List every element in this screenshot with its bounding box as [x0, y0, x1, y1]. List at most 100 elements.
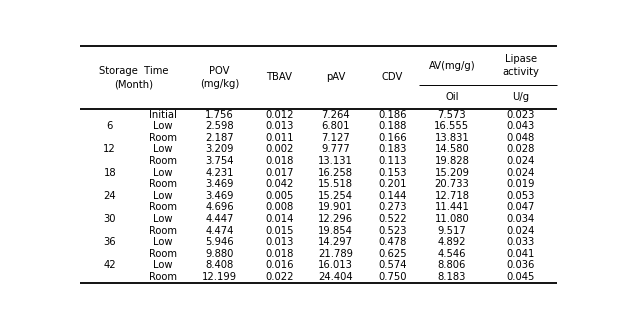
Text: 0.522: 0.522 [378, 214, 407, 224]
Text: 0.013: 0.013 [265, 237, 293, 247]
Text: 9.880: 9.880 [205, 249, 234, 259]
Text: Room: Room [149, 179, 177, 189]
Text: 0.201: 0.201 [378, 179, 407, 189]
Text: 0.019: 0.019 [507, 179, 535, 189]
Text: pAV: pAV [326, 72, 345, 82]
Text: 0.045: 0.045 [507, 272, 535, 282]
Text: Room: Room [149, 133, 177, 143]
Text: 12.296: 12.296 [318, 214, 353, 224]
Text: 7.264: 7.264 [321, 109, 350, 120]
Text: 0.018: 0.018 [265, 156, 293, 166]
Text: 14.297: 14.297 [318, 237, 353, 247]
Text: 12: 12 [104, 145, 116, 155]
Text: 30: 30 [104, 214, 116, 224]
Text: 0.016: 0.016 [265, 260, 293, 270]
Text: 0.042: 0.042 [265, 179, 293, 189]
Text: CDV: CDV [381, 72, 403, 82]
Text: 4.892: 4.892 [438, 237, 466, 247]
Text: 0.008: 0.008 [265, 203, 293, 213]
Text: Room: Room [149, 156, 177, 166]
Text: 4.546: 4.546 [438, 249, 466, 259]
Text: 24: 24 [104, 191, 116, 201]
Text: 19.854: 19.854 [318, 226, 353, 236]
Text: 0.015: 0.015 [265, 226, 293, 236]
Text: 12.199: 12.199 [202, 272, 237, 282]
Text: 0.033: 0.033 [507, 237, 535, 247]
Text: 24.404: 24.404 [319, 272, 353, 282]
Text: 0.034: 0.034 [507, 214, 535, 224]
Text: 0.024: 0.024 [507, 226, 535, 236]
Text: 11.080: 11.080 [435, 214, 469, 224]
Text: Room: Room [149, 226, 177, 236]
Text: 16.258: 16.258 [318, 168, 353, 178]
Text: 15.254: 15.254 [318, 191, 353, 201]
Text: 0.011: 0.011 [265, 133, 293, 143]
Text: 2.187: 2.187 [205, 133, 234, 143]
Text: 0.023: 0.023 [507, 109, 535, 120]
Text: 0.625: 0.625 [378, 249, 407, 259]
Text: 0.014: 0.014 [265, 214, 293, 224]
Text: Room: Room [149, 203, 177, 213]
Text: 0.043: 0.043 [507, 121, 535, 131]
Text: 3.209: 3.209 [205, 145, 234, 155]
Text: 0.018: 0.018 [265, 249, 293, 259]
Text: 18: 18 [104, 168, 116, 178]
Text: 8.408: 8.408 [205, 260, 234, 270]
Text: 15.209: 15.209 [435, 168, 469, 178]
Text: 16.013: 16.013 [318, 260, 353, 270]
Text: 7.127: 7.127 [321, 133, 350, 143]
Text: Low: Low [153, 145, 173, 155]
Text: 0.024: 0.024 [507, 168, 535, 178]
Text: 0.478: 0.478 [378, 237, 407, 247]
Text: 3.469: 3.469 [205, 179, 234, 189]
Text: Low: Low [153, 260, 173, 270]
Text: 19.901: 19.901 [318, 203, 353, 213]
Text: 1.756: 1.756 [205, 109, 234, 120]
Text: Room: Room [149, 272, 177, 282]
Text: 0.041: 0.041 [507, 249, 535, 259]
Text: 15.518: 15.518 [318, 179, 353, 189]
Text: 12.718: 12.718 [435, 191, 469, 201]
Text: Storage  Time
(Month): Storage Time (Month) [99, 66, 168, 89]
Text: Low: Low [153, 168, 173, 178]
Text: POV
(mg/kg): POV (mg/kg) [200, 66, 239, 89]
Text: 0.113: 0.113 [378, 156, 407, 166]
Text: 0.574: 0.574 [378, 260, 407, 270]
Text: 9.517: 9.517 [438, 226, 466, 236]
Text: 0.186: 0.186 [378, 109, 407, 120]
Text: 0.013: 0.013 [265, 121, 293, 131]
Text: 20.733: 20.733 [435, 179, 469, 189]
Text: 0.047: 0.047 [507, 203, 535, 213]
Text: 0.036: 0.036 [507, 260, 535, 270]
Text: 0.005: 0.005 [265, 191, 293, 201]
Text: Oil: Oil [445, 92, 459, 102]
Text: 19.828: 19.828 [435, 156, 469, 166]
Text: 11.441: 11.441 [435, 203, 469, 213]
Text: 0.022: 0.022 [265, 272, 293, 282]
Text: 0.012: 0.012 [265, 109, 293, 120]
Text: 7.573: 7.573 [438, 109, 466, 120]
Text: 9.777: 9.777 [321, 145, 350, 155]
Text: 0.153: 0.153 [378, 168, 407, 178]
Text: 0.002: 0.002 [265, 145, 293, 155]
Text: 16.555: 16.555 [435, 121, 469, 131]
Text: 0.053: 0.053 [507, 191, 535, 201]
Text: TBAV: TBAV [266, 72, 292, 82]
Text: 3.754: 3.754 [205, 156, 234, 166]
Text: 2.598: 2.598 [205, 121, 234, 131]
Text: 8.806: 8.806 [438, 260, 466, 270]
Text: 4.447: 4.447 [205, 214, 234, 224]
Text: 3.469: 3.469 [205, 191, 234, 201]
Text: 0.183: 0.183 [378, 145, 407, 155]
Text: 36: 36 [104, 237, 116, 247]
Text: 42: 42 [104, 260, 116, 270]
Text: 4.231: 4.231 [205, 168, 234, 178]
Text: U/g: U/g [512, 92, 529, 102]
Text: 8.183: 8.183 [438, 272, 466, 282]
Text: 6.801: 6.801 [322, 121, 350, 131]
Text: Initial: Initial [149, 109, 177, 120]
Text: 0.166: 0.166 [378, 133, 407, 143]
Text: 0.523: 0.523 [378, 226, 407, 236]
Text: 0.048: 0.048 [507, 133, 535, 143]
Text: 14.580: 14.580 [435, 145, 469, 155]
